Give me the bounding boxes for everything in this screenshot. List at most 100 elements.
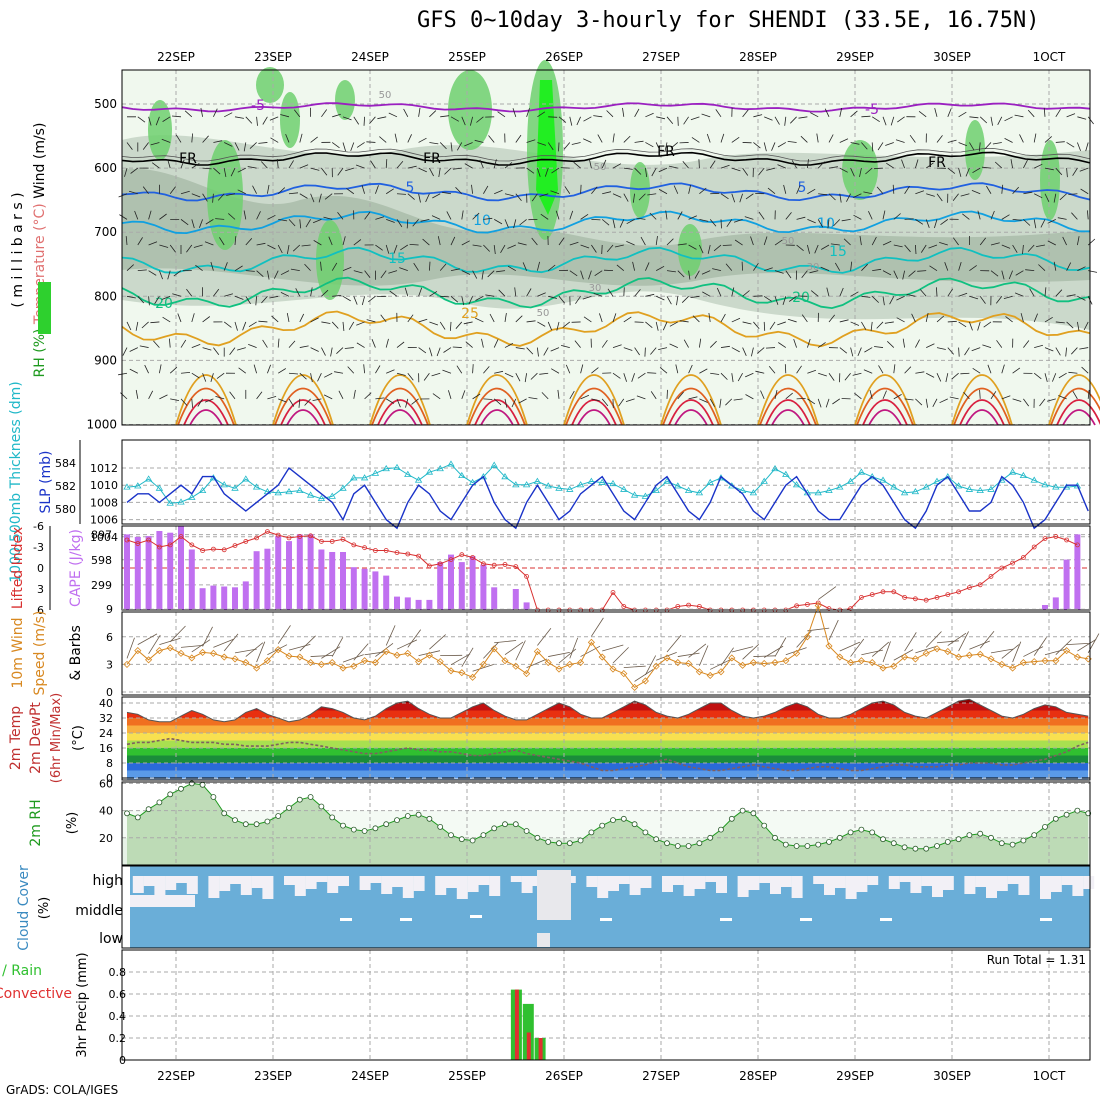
thickness-point <box>760 477 768 484</box>
surface-isotherm-arc <box>274 387 332 426</box>
wind-barb <box>583 316 592 323</box>
rh-point <box>264 818 271 825</box>
wind-10m-barb <box>159 637 181 645</box>
surface-isotherm-arc <box>757 374 819 426</box>
thickness-point <box>576 481 585 488</box>
wind-speed-point <box>782 657 790 665</box>
wind-barb <box>439 142 447 150</box>
wind-speed-point <box>501 657 509 665</box>
wind-barb <box>1079 167 1089 172</box>
wind-barb <box>832 398 841 405</box>
wind-barb <box>664 142 668 152</box>
wind-barb <box>814 244 819 254</box>
lifted-index-point <box>491 562 497 568</box>
wind-10m-barb <box>429 634 446 650</box>
cloud-break <box>1040 918 1052 921</box>
wind-barb <box>295 288 301 297</box>
wind-barb <box>979 389 981 399</box>
wind-barb <box>368 295 376 303</box>
wind-barb <box>468 296 473 305</box>
wind-10m-barb <box>645 655 657 676</box>
high-cloud-gap <box>996 876 1008 891</box>
lifted-index-point <box>254 535 260 541</box>
wind-speed-point <box>911 655 919 663</box>
thickness-point <box>825 486 833 493</box>
wind-barb <box>215 396 225 400</box>
isotherm-line <box>121 310 1091 348</box>
wind-barb <box>418 137 427 143</box>
high-cloud-gap <box>521 876 533 893</box>
wind-barb <box>318 193 322 203</box>
wind-speed-point <box>631 683 639 691</box>
wind-barb <box>253 364 257 374</box>
wind-barb <box>828 372 835 381</box>
wind-barb <box>515 134 522 143</box>
wind-speed-point <box>728 654 736 662</box>
wind-barb <box>1077 116 1087 120</box>
wind-barb <box>216 372 225 379</box>
surface-isotherm-arc <box>377 399 423 426</box>
wind-barb <box>461 270 471 275</box>
wind-barb <box>960 193 970 197</box>
wind-barb <box>464 142 473 147</box>
lifted-index-point <box>1031 544 1037 550</box>
wind-barb <box>550 190 560 195</box>
wind-barb <box>238 367 247 374</box>
isotherm-label: 15 <box>829 244 847 260</box>
wind-speed-point <box>134 647 142 655</box>
rh-point <box>772 834 778 841</box>
wind-barb <box>731 193 736 203</box>
wind-barb <box>798 116 808 119</box>
wind-10m-barb <box>1066 643 1089 645</box>
wind-barb <box>915 190 925 195</box>
wind-barb <box>992 142 1002 145</box>
wind-barb <box>725 263 733 271</box>
thickness-point <box>846 477 855 484</box>
wind-barb <box>915 371 925 374</box>
wind-barb <box>475 295 484 301</box>
wind-barb <box>675 364 679 374</box>
high-cloud-gap <box>154 876 166 897</box>
wind-barb <box>925 313 929 323</box>
wind-speed-point <box>263 657 271 665</box>
wind-barb <box>530 372 538 380</box>
wind-speed-point <box>955 653 963 661</box>
wind-barb <box>713 244 722 252</box>
thickness-point <box>166 499 174 506</box>
wind-barb <box>1066 113 1076 118</box>
wind-barb <box>731 287 735 297</box>
wind-barb <box>839 319 849 323</box>
wind-barb <box>267 364 271 374</box>
wind-barb <box>632 261 635 271</box>
rh-humid-patch <box>316 220 344 300</box>
wind-barb <box>485 294 495 297</box>
lifted-index-point <box>524 574 529 579</box>
high-cloud-gap <box>359 876 371 890</box>
wind-barb <box>1046 398 1056 402</box>
wind-barb <box>742 290 750 297</box>
wind-barb <box>547 142 554 151</box>
wind-barb <box>573 161 581 169</box>
wind-barb <box>379 136 387 143</box>
rh-point <box>275 813 282 819</box>
wind-barb <box>569 270 578 277</box>
wind-barb <box>876 186 884 195</box>
slp-tick-label: 1004 <box>90 531 118 544</box>
wind-barb <box>893 213 901 220</box>
wind-barb <box>977 210 981 220</box>
high-cloud-gap <box>856 876 868 892</box>
wind-barb <box>655 321 659 331</box>
total-precip-bar <box>522 1003 534 1060</box>
date-axis-bottom-label: 22SEP <box>157 1069 195 1083</box>
cape-bar <box>1074 534 1081 610</box>
wind-barb <box>782 296 787 306</box>
lifted-index-point <box>416 553 422 559</box>
wind-barb <box>195 264 203 271</box>
wind-barb <box>893 364 896 374</box>
wind-barb <box>364 270 371 279</box>
lifted-index-tick-label: 0 <box>37 562 44 575</box>
wind-barb <box>904 185 910 194</box>
wind-barb <box>224 293 234 297</box>
wind-barb <box>299 193 308 199</box>
thickness-point <box>976 486 984 493</box>
